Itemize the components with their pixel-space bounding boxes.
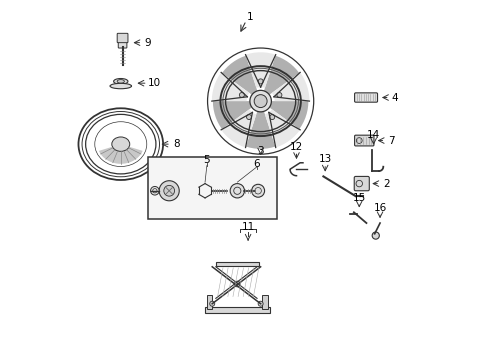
Circle shape: [249, 90, 271, 112]
Text: 3: 3: [257, 145, 264, 156]
Circle shape: [239, 93, 244, 98]
Bar: [206, 295, 212, 309]
Ellipse shape: [117, 80, 124, 83]
Text: 16: 16: [373, 203, 386, 213]
Circle shape: [276, 93, 281, 98]
Polygon shape: [260, 101, 308, 129]
Text: 13: 13: [318, 154, 331, 164]
Circle shape: [150, 186, 159, 195]
Polygon shape: [99, 144, 142, 164]
Ellipse shape: [113, 78, 128, 84]
Text: 10: 10: [148, 78, 161, 88]
Circle shape: [258, 301, 263, 306]
Bar: [215, 262, 258, 266]
Circle shape: [254, 95, 266, 108]
Text: 1: 1: [246, 12, 253, 22]
Circle shape: [159, 181, 179, 201]
Text: 5: 5: [203, 155, 210, 165]
Circle shape: [230, 184, 244, 198]
Ellipse shape: [112, 137, 129, 151]
Circle shape: [163, 185, 174, 196]
FancyBboxPatch shape: [354, 135, 373, 146]
Polygon shape: [264, 109, 300, 148]
Polygon shape: [260, 56, 299, 101]
Text: 8: 8: [173, 139, 179, 149]
Text: 6: 6: [253, 159, 260, 169]
Text: 9: 9: [144, 38, 151, 48]
Polygon shape: [245, 52, 275, 88]
Text: 12: 12: [289, 142, 303, 152]
Bar: [204, 307, 269, 313]
Circle shape: [209, 301, 214, 306]
FancyBboxPatch shape: [117, 33, 128, 42]
Bar: [262, 295, 267, 309]
Circle shape: [251, 184, 264, 197]
FancyBboxPatch shape: [118, 40, 126, 48]
Text: 4: 4: [391, 93, 398, 103]
FancyBboxPatch shape: [353, 176, 368, 191]
Text: 15: 15: [352, 193, 365, 203]
Circle shape: [258, 79, 263, 84]
Polygon shape: [221, 109, 256, 148]
Circle shape: [269, 114, 274, 120]
Polygon shape: [222, 56, 260, 101]
Polygon shape: [212, 101, 260, 129]
Polygon shape: [211, 72, 249, 101]
Circle shape: [234, 281, 240, 287]
Bar: [147, 157, 276, 220]
Text: 14: 14: [366, 130, 380, 140]
Text: 2: 2: [382, 179, 388, 189]
Text: 11: 11: [241, 222, 254, 231]
Polygon shape: [245, 101, 275, 149]
Ellipse shape: [110, 84, 131, 89]
Text: 7: 7: [387, 136, 394, 145]
Circle shape: [246, 114, 251, 120]
Circle shape: [371, 232, 379, 239]
FancyBboxPatch shape: [354, 93, 377, 102]
Polygon shape: [271, 72, 309, 101]
